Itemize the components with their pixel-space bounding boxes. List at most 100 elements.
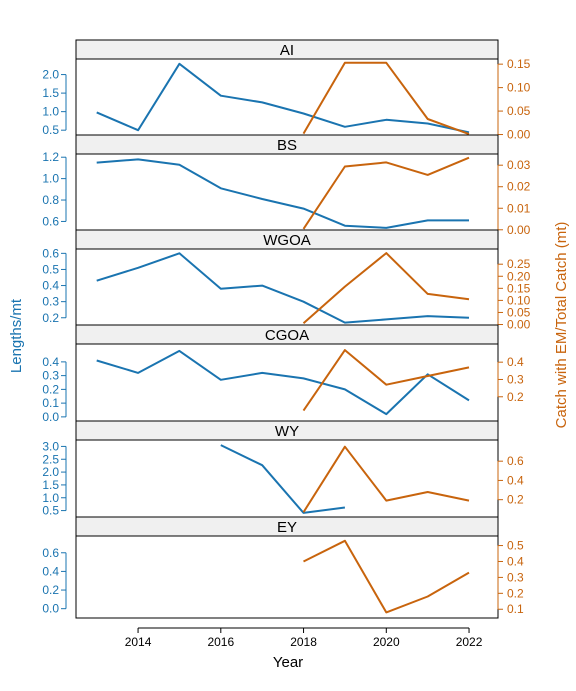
left-tick-label: 1.0 <box>42 172 59 186</box>
right-tick-label: 0.00 <box>507 128 531 142</box>
x-axis-title: Year <box>273 654 303 671</box>
right-tick-label: 0.10 <box>507 81 531 95</box>
left-y-axis: 0.2 0.3 0.4 0.5 0.6 <box>42 246 67 325</box>
right-tick-label: 0.3 <box>507 570 524 584</box>
panel-wy: WY 0.51.01.52.02.53.0 0.2 0.4 0.6 <box>42 420 524 518</box>
right-tick-label: 0.15 <box>507 57 531 71</box>
left-y-axis: 0.0 0.2 0.4 0.6 <box>42 546 67 616</box>
panel-wgoa: WGOA0.20.30.40.50.60.000.050.100.150.200… <box>42 229 531 332</box>
left-tick-label: 2.0 <box>42 68 59 82</box>
left-tick-label: 3.0 <box>42 439 59 453</box>
left-y-axis: 0.5 1.0 1.5 2.0 <box>42 68 67 137</box>
panel-title: EY <box>277 519 297 536</box>
left-tick-label: 0.0 <box>42 602 59 616</box>
left-tick-label: 0.2 <box>42 583 59 597</box>
panel-frame <box>75 153 499 231</box>
left-tick-label: 0.2 <box>42 311 59 325</box>
right-tick-label: 0.2 <box>507 586 524 600</box>
right-y-axis: 0.2 0.3 0.4 <box>497 355 524 404</box>
right-tick-label: 0.02 <box>507 180 531 194</box>
lengths-per-mt-line <box>96 349 470 416</box>
em-catch-ratio-line <box>302 445 470 513</box>
right-y-axis: 0.00 0.01 0.02 0.03 <box>497 158 531 237</box>
panel-title: WGOA <box>263 232 311 249</box>
left-tick-label: 0.1 <box>42 396 59 410</box>
x-tick-label: 2016 <box>207 635 234 649</box>
right-tick-label: 0.2 <box>507 493 524 507</box>
panel-ey: EY0.00.20.40.60.10.20.30.40.5 <box>42 516 524 619</box>
right-tick-label: 0.05 <box>507 104 531 118</box>
left-tick-label: 1.0 <box>42 491 59 505</box>
right-tick-label: 0.01 <box>507 201 531 215</box>
left-tick-label: 0.5 <box>42 504 59 518</box>
left-tick-label: 0.3 <box>42 295 59 309</box>
panel-frame <box>75 248 499 326</box>
right-tick-label: 0.15 <box>507 281 531 295</box>
left-tick-label: 0.4 <box>42 279 59 293</box>
left-tick-label: 0.4 <box>42 564 59 578</box>
em-catch-ratio-line <box>303 539 470 614</box>
left-tick-label: 0.2 <box>42 382 59 396</box>
left-y-axis-title: Lengths/mt <box>8 298 25 373</box>
lengths-per-mt-line <box>96 252 470 324</box>
right-tick-label: 0.5 <box>507 539 524 553</box>
right-y-axis: 0.00 0.05 0.10 0.15 <box>497 57 531 142</box>
x-tick-label: 2020 <box>373 635 400 649</box>
lengths-per-mt-line <box>96 62 470 134</box>
left-tick-label: 1.5 <box>42 86 59 100</box>
right-y-axis-title: Catch with EM/Total Catch (mt) <box>553 222 570 429</box>
right-tick-label: 0.4 <box>507 355 524 369</box>
left-tick-label: 0.4 <box>42 355 59 369</box>
panel-frame <box>75 535 499 619</box>
left-tick-label: 0.6 <box>42 546 59 560</box>
left-y-axis: 0.51.01.52.02.53.0 <box>42 439 67 518</box>
em-catch-ratio-line <box>302 61 470 136</box>
left-tick-label: 0.6 <box>42 246 59 260</box>
lengths-per-mt-line <box>220 444 346 514</box>
right-tick-label: 0.4 <box>507 554 524 568</box>
x-axis: 2014 2016 2018 2020 2022 <box>125 627 483 649</box>
right-tick-label: 0.3 <box>507 372 524 386</box>
right-tick-label: 0.00 <box>507 318 531 332</box>
right-y-axis: 0.1 0.2 0.3 0.40.5 <box>497 539 524 616</box>
right-y-axis: 0.000.050.100.150.200.25 <box>497 257 531 332</box>
left-tick-label: 1.2 <box>42 150 59 164</box>
left-tick-label: 1.5 <box>42 478 59 492</box>
left-tick-label: 2.5 <box>42 452 59 466</box>
left-tick-label: 0.5 <box>42 123 59 137</box>
right-tick-label: 0.03 <box>507 158 531 172</box>
left-y-axis: 0.6 0.8 1.0 1.2 <box>42 150 67 228</box>
panel-title: AI <box>280 42 294 59</box>
right-tick-label: 0.1 <box>507 602 524 616</box>
left-tick-label: 0.3 <box>42 369 59 383</box>
right-y-axis: 0.2 0.4 0.6 <box>497 454 524 507</box>
x-tick-label: 2018 <box>290 635 317 649</box>
left-tick-label: 2.0 <box>42 465 59 479</box>
em-catch-ratio-line <box>302 349 470 412</box>
right-tick-label: 0.10 <box>507 293 531 307</box>
panel-frame <box>75 58 499 136</box>
panel-bs: BS 0.6 0.8 1.0 1.2 0.00 0.01 0.02 0.03 <box>42 134 531 237</box>
panel-frame <box>75 343 499 422</box>
panel-title: CGOA <box>265 327 309 344</box>
right-tick-label: 0.20 <box>507 269 531 283</box>
x-tick-label: 2022 <box>456 635 483 649</box>
panel-ai: AI 0.5 1.0 1.5 2.0 0.00 0.05 0.10 0.15 <box>42 39 531 142</box>
panel-title: BS <box>277 137 297 154</box>
left-y-axis: 0.00.10.20.30.4 <box>42 355 67 424</box>
left-tick-label: 0.8 <box>42 193 59 207</box>
right-tick-label: 0.05 <box>507 305 531 319</box>
panel-title: WY <box>275 423 299 440</box>
right-tick-label: 0.4 <box>507 473 524 487</box>
left-tick-label: 0.5 <box>42 262 59 276</box>
panel-frame <box>75 439 499 518</box>
left-tick-label: 1.0 <box>42 105 59 119</box>
em-catch-ratio-line <box>302 252 470 325</box>
right-tick-label: 0.2 <box>507 390 524 404</box>
left-tick-label: 0.0 <box>42 410 59 424</box>
lengths-per-mt-line <box>96 158 469 229</box>
em-catch-ratio-line <box>302 156 470 230</box>
right-tick-label: 0.25 <box>507 257 531 271</box>
